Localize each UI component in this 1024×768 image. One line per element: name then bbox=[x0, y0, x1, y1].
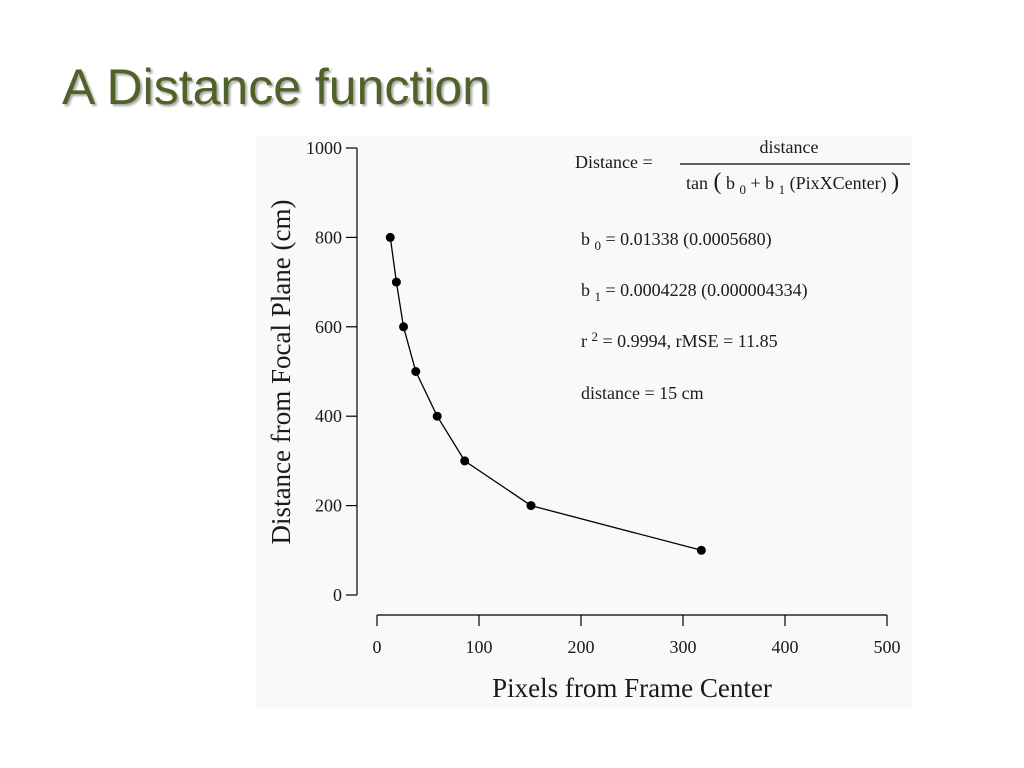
data-point bbox=[411, 367, 421, 376]
b1-subscript: 1 bbox=[595, 289, 602, 304]
formula-denominator: tan ( b 0 + b 1 (PixXCenter) ) bbox=[686, 169, 899, 198]
data-point bbox=[696, 545, 706, 555]
formula-sub0: 0 bbox=[740, 182, 747, 197]
y-tick-label: 200 bbox=[315, 496, 342, 516]
b0-symbol: b bbox=[581, 229, 590, 249]
formula-b: b bbox=[726, 173, 735, 193]
x-axis-title: Pixels from Frame Center bbox=[492, 673, 772, 703]
y-ticks: 0 200 400 600 800 1000 bbox=[306, 138, 357, 605]
distance-annotation: distance = 15 cm bbox=[581, 383, 704, 403]
formula-annotation: Distance = distance tan ( b 0 + b 1 (Pix… bbox=[575, 137, 910, 198]
y-tick-label: 600 bbox=[315, 317, 342, 337]
fit-annotation: r 2 = 0.9994, rMSE = 11.85 bbox=[581, 325, 778, 351]
y-tick-label: 1000 bbox=[306, 138, 342, 158]
data-point bbox=[526, 501, 536, 511]
y-tick-label: 400 bbox=[315, 406, 342, 426]
b1-annotation: b 1 = 0.0004228 (0.000004334) bbox=[581, 280, 808, 305]
y-axis-title: Distance from Focal Plane (cm) bbox=[266, 200, 296, 545]
b0-value: = 0.01338 (0.0005680) bbox=[606, 229, 772, 250]
data-point bbox=[385, 232, 395, 242]
x-tick-label: 500 bbox=[874, 637, 901, 657]
data-point bbox=[391, 277, 401, 287]
y-tick-label: 800 bbox=[315, 227, 342, 247]
x-tick-label: 200 bbox=[568, 637, 595, 657]
slide-title: A Distance function bbox=[62, 59, 491, 115]
x-tick-label: 100 bbox=[466, 637, 493, 657]
b1-value: = 0.0004228 (0.000004334) bbox=[606, 280, 808, 301]
formula-lhs: Distance = bbox=[575, 152, 653, 172]
formula-close-paren: ) bbox=[891, 169, 899, 195]
x-tick-label: 300 bbox=[670, 637, 697, 657]
data-point bbox=[399, 322, 409, 332]
b0-annotation: b 0 = 0.01338 (0.0005680) bbox=[581, 229, 772, 254]
formula-plus-b: + b bbox=[751, 173, 775, 193]
fit-value: = 0.9994, rMSE = 11.85 bbox=[603, 331, 778, 351]
b0-subscript: 0 bbox=[595, 238, 602, 253]
formula-tan: tan bbox=[686, 173, 708, 193]
r-symbol: r bbox=[581, 331, 587, 351]
series-group bbox=[385, 232, 706, 555]
x-ticks: 0 100 200 300 400 500 bbox=[373, 615, 901, 657]
chart-panel: 0 200 400 600 800 1000 0 100 200 300 400 500 Pixel… bbox=[256, 136, 912, 708]
formula-arg: (PixXCenter) bbox=[790, 173, 887, 194]
x-tick-label: 400 bbox=[772, 637, 799, 657]
r-superscript: 2 bbox=[592, 329, 599, 344]
x-tick-label: 0 bbox=[373, 637, 382, 657]
b1-symbol: b bbox=[581, 280, 590, 300]
formula-sub1: 1 bbox=[779, 182, 786, 197]
series-line bbox=[389, 237, 702, 551]
data-point bbox=[432, 411, 442, 421]
data-point bbox=[460, 456, 470, 466]
y-tick-label: 0 bbox=[333, 585, 342, 605]
formula-numerator: distance bbox=[760, 137, 819, 157]
formula-open-paren: ( bbox=[714, 169, 722, 195]
